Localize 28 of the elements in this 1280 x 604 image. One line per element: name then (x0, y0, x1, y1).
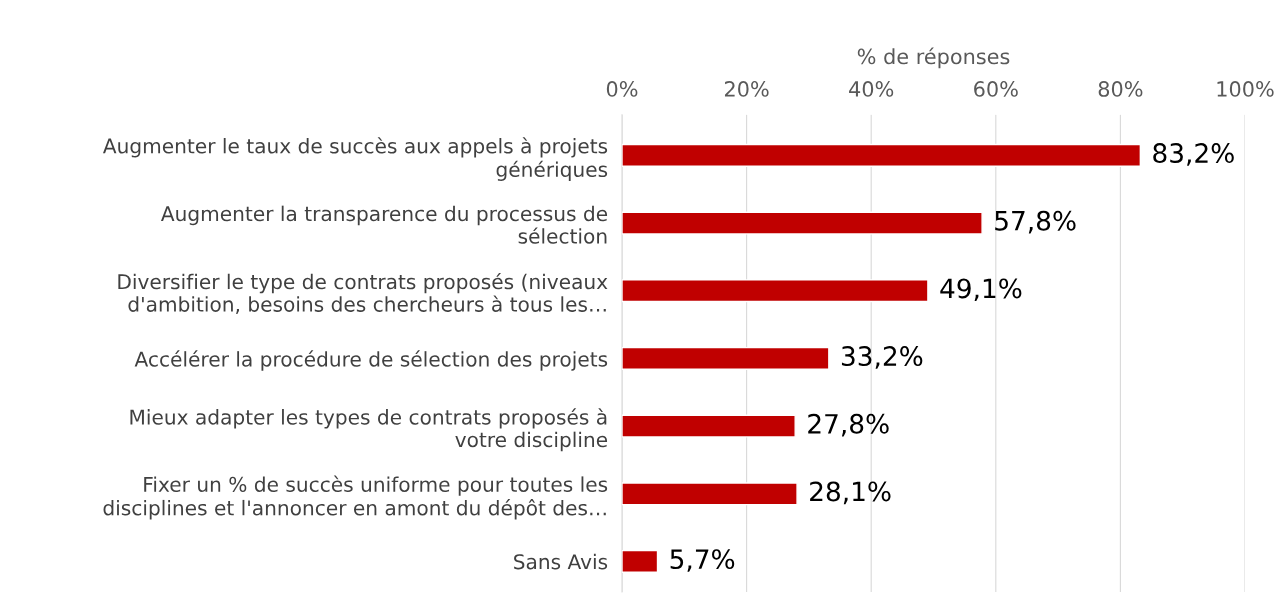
y-tick-label: Accélérer la procédure de sélection des projets (134, 350, 608, 371)
y-tick-label: Mieux adapter les types de contrats proposés à votre discipline (130, 408, 608, 452)
data-label: 28,1% (810, 481, 891, 505)
data-label: 27,8% (808, 413, 889, 437)
data-label: 33,2% (841, 346, 923, 369)
bar (622, 143, 1142, 167)
x-tick-label: 20% (724, 81, 769, 97)
bar (622, 211, 983, 235)
x-tick-label: 0% (606, 81, 638, 97)
x-tick-label: 80% (1098, 81, 1143, 97)
bar (622, 482, 798, 506)
data-label: 5,7% (670, 549, 735, 572)
y-tick-label: Fixer un % de succès uniforme pour toutes les disciplines et l'annoncer en amont du dépôt des… (103, 475, 608, 520)
bar (622, 549, 659, 573)
y-tick-label: Augmenter la transparence du processus de sélection (160, 205, 608, 244)
x-axis-title: % de réponses (857, 47, 1010, 69)
x-tick-label: 60% (974, 81, 1018, 97)
data-label: 83,2% (1153, 143, 1234, 166)
y-tick-label: Sans Avis (514, 553, 608, 570)
y-tick-label: Augmenter le taux de succès aux appels à projets génériques (102, 137, 608, 181)
y-tick-label: Diversifier le type de contrats proposés (niveaux d'ambition, besoins des chercheurs à tous les… (118, 272, 608, 314)
bar (622, 279, 929, 303)
data-label: 57,8% (995, 210, 1076, 234)
x-tick-label: 40% (849, 81, 894, 97)
x-tick-label: 100% (1217, 81, 1274, 97)
bar (622, 346, 830, 370)
data-label: 49,1% (940, 278, 1022, 302)
bar (622, 414, 796, 438)
